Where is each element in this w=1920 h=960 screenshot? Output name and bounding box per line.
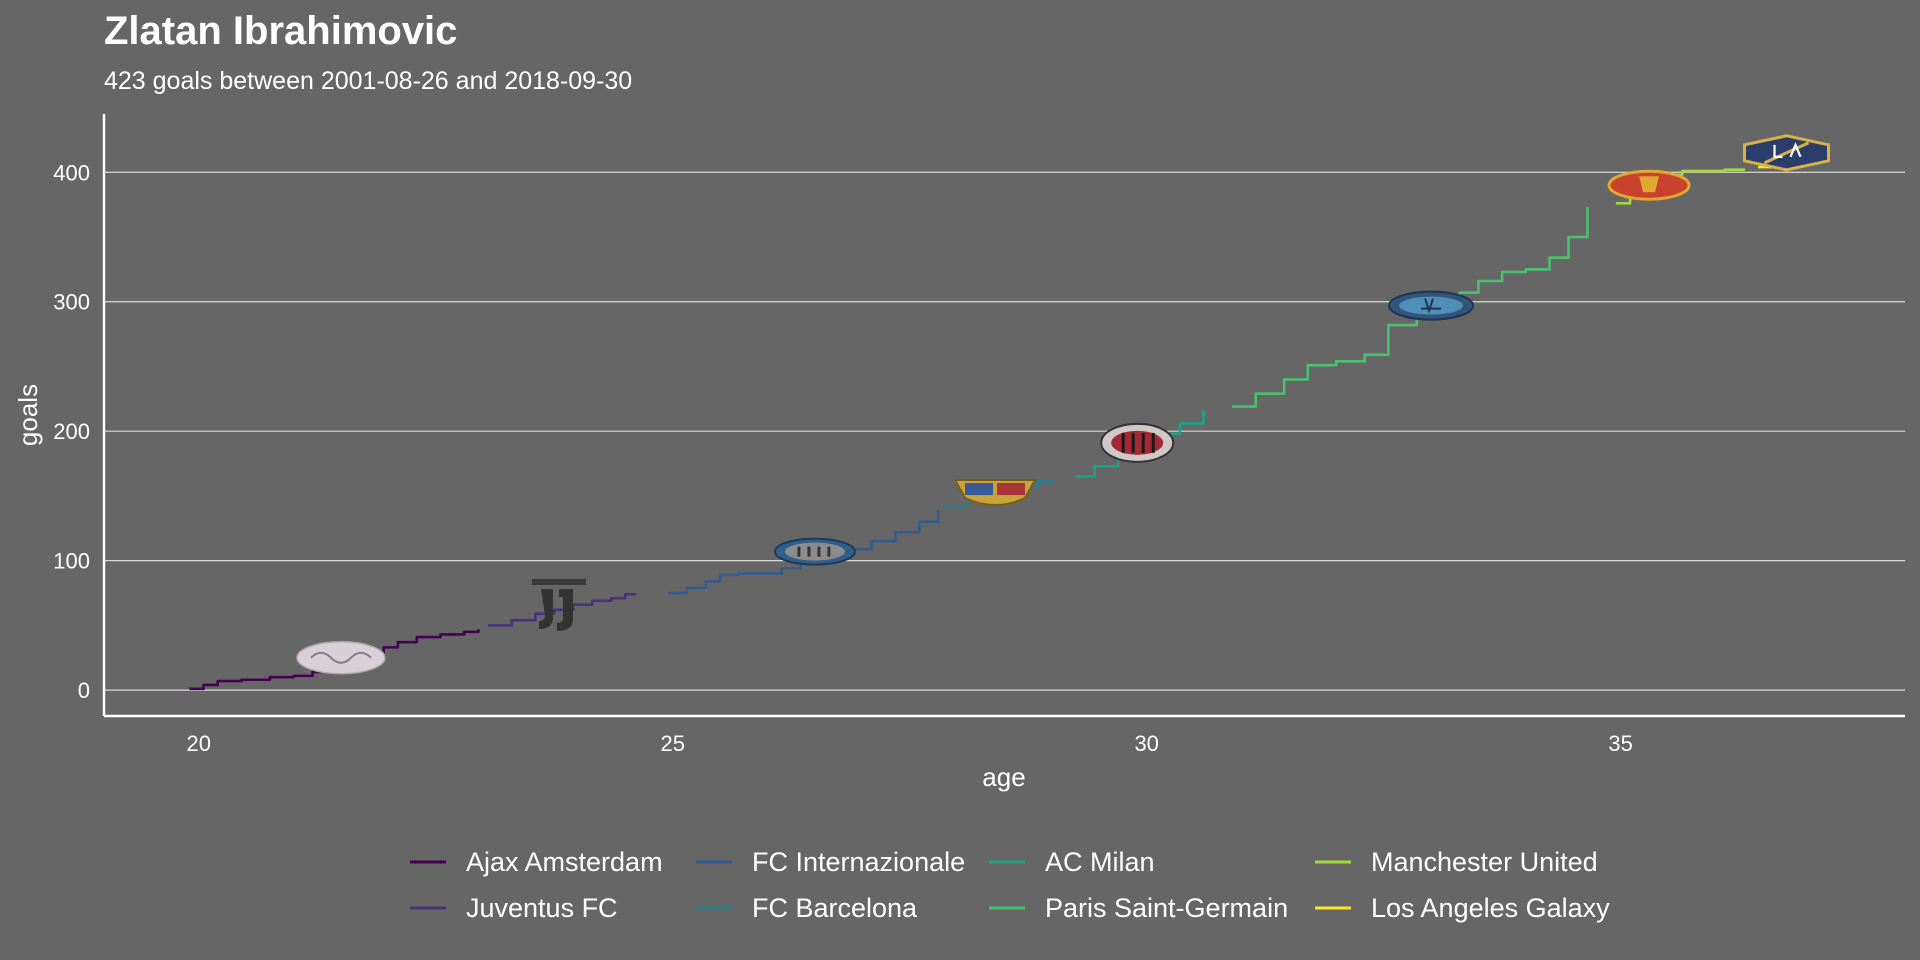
legend-item-ajax-amsterdam: Ajax Amsterdam (410, 847, 663, 877)
milan-badge-icon (1100, 422, 1175, 463)
tick-labels: 0 100 200 300 400 20 25 30 35 (53, 160, 1633, 756)
legend-label-los-angeles-galaxy: Los Angeles Galaxy (1371, 893, 1610, 923)
milan-badge-center (1111, 430, 1164, 455)
x-tick-label-25: 25 (660, 731, 684, 756)
chart-title: Zlatan Ibrahimovic (104, 9, 457, 53)
y-axis-label: goals (13, 384, 43, 446)
psg-badge-icon (1388, 290, 1475, 321)
legend-item-paris-saint-germain: Paris Saint-Germain (989, 893, 1288, 923)
barcelona-badge-icon (953, 479, 1037, 506)
la-galaxy-badge-letters (1773, 141, 1802, 158)
series-line-juventus-fc (487, 593, 637, 627)
series-lines (189, 150, 1821, 691)
axes (102, 114, 1905, 718)
legend-label-juventus-fc: Juventus FC (466, 893, 618, 923)
ajax-badge-icon (296, 640, 386, 675)
legend-item-los-angeles-galaxy: Los Angeles Galaxy (1315, 893, 1610, 923)
legend-item-ac-milan: AC Milan (989, 847, 1155, 877)
la-galaxy-badge-stripe (1763, 141, 1810, 165)
legend: Ajax Amsterdam Juventus FC FC Internaziona… (410, 847, 1610, 923)
y-tick-label-300: 300 (53, 290, 90, 315)
y-tick-label-0: 0 (78, 678, 90, 703)
barcelona-badge-cross (997, 483, 1026, 496)
legend-item-juventus-fc: Juventus FC (410, 893, 618, 923)
x-tick-label-35: 35 (1608, 731, 1632, 756)
la-galaxy-badge-icon (1743, 134, 1831, 172)
milan-badge-stripes (1121, 432, 1155, 453)
inter-badge-letters (797, 546, 831, 557)
ajax-badge-detail (310, 651, 372, 664)
legend-label-ajax-amsterdam: Ajax Amsterdam (466, 847, 663, 877)
club-badges (296, 134, 1831, 675)
legend-item-fc-internazionale: FC Internazionale (696, 847, 965, 877)
legend-item-fc-barcelona: FC Barcelona (696, 893, 918, 923)
ajax-badge-shape (296, 640, 386, 675)
y-tick-label-100: 100 (53, 549, 90, 574)
juventus-badge-left-j (538, 588, 553, 629)
juventus-badge-right-j (556, 588, 573, 631)
legend-label-paris-saint-germain: Paris Saint-Germain (1045, 893, 1288, 923)
legend-label-fc-internazionale: FC Internazionale (752, 847, 965, 877)
juventus-badge-icon (531, 578, 586, 631)
inter-badge-center (784, 542, 845, 561)
psg-badge-tower (1421, 298, 1442, 314)
man-utd-badge-icon (1607, 169, 1691, 201)
gridlines (104, 171, 1905, 691)
legend-label-ac-milan: AC Milan (1045, 847, 1155, 877)
y-tick-label-200: 200 (53, 419, 90, 444)
legend-label-manchester-united: Manchester United (1371, 847, 1598, 877)
barcelona-badge-stripes (965, 483, 994, 496)
x-axis-label: age (982, 762, 1025, 792)
chart-subtitle: 423 goals between 2001-08-26 and 2018-09… (104, 67, 632, 95)
juventus-badge-wordmark (531, 578, 586, 585)
x-tick-label-20: 20 (187, 731, 211, 756)
man-utd-badge-shield (1639, 176, 1660, 193)
inter-badge-icon (773, 537, 856, 566)
legend-label-fc-barcelona: FC Barcelona (752, 893, 918, 923)
legend-item-manchester-united: Manchester United (1315, 847, 1598, 877)
x-tick-label-30: 30 (1134, 731, 1158, 756)
y-tick-label-400: 400 (53, 160, 90, 185)
